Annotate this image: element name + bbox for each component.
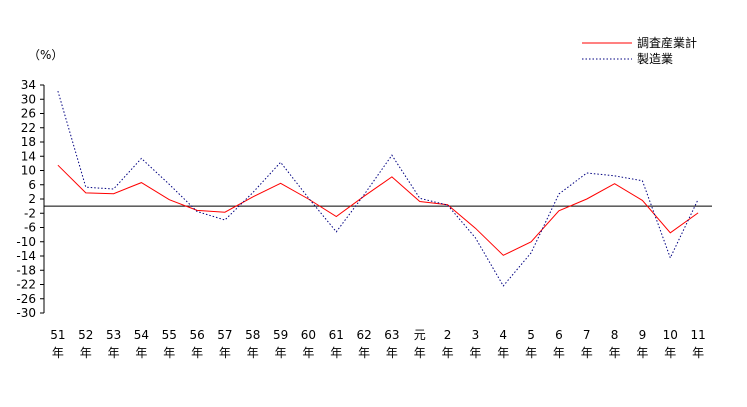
x-tick-label: 52 [78, 328, 93, 342]
y-tick-label: -22 [16, 278, 36, 292]
x-tick-label: 54 [134, 328, 149, 342]
x-tick-label: 51 [50, 328, 65, 342]
x-tick-label-year: 年 [386, 346, 398, 360]
x-tick-label: 58 [245, 328, 260, 342]
legend-label: 製造業 [637, 52, 673, 66]
x-tick-label: 53 [106, 328, 121, 342]
x-tick-label: 11 [690, 328, 705, 342]
x-tick-label-year: 年 [80, 346, 92, 360]
y-tick-label: 30 [21, 92, 36, 106]
y-tick-label: 26 [21, 107, 36, 121]
x-tick-label: 3 [472, 328, 480, 342]
x-tick-label: 9 [639, 328, 647, 342]
y-tick-label: -26 [16, 292, 36, 306]
x-tick-label-year: 年 [163, 346, 175, 360]
x-tick-label-year: 年 [358, 346, 370, 360]
x-tick-label-year: 年 [664, 346, 676, 360]
series-layer [57, 90, 699, 287]
x-tick-label: 61 [329, 328, 344, 342]
x-tick-label: 10 [663, 328, 678, 342]
y-tick-label: 22 [21, 121, 36, 135]
x-tick-label-year: 年 [553, 346, 565, 360]
x-tick-label-year: 年 [191, 346, 203, 360]
x-tick-label-year: 年 [414, 346, 426, 360]
y-tick-label: -30 [16, 306, 36, 320]
x-tick-label-year: 年 [497, 346, 509, 360]
y-tick-label: 10 [21, 164, 36, 178]
x-tick-label: 57 [217, 328, 232, 342]
x-tick-label: 7 [583, 328, 591, 342]
y-tick-label: -2 [24, 206, 36, 220]
x-tick-label-year: 年 [247, 346, 259, 360]
y-tick-label: 18 [21, 135, 36, 149]
x-tick-label: 60 [301, 328, 316, 342]
x-tick-label-year: 年 [330, 346, 342, 360]
x-tick-label-year: 年 [442, 346, 454, 360]
x-tick-label-year: 年 [219, 346, 231, 360]
series-line-manufacturing [57, 90, 699, 287]
x-tick-label: 2 [444, 328, 452, 342]
x-tick-label-year: 年 [275, 346, 287, 360]
x-tick-label-year: 年 [692, 346, 704, 360]
x-axis: 51年52年53年54年55年56年57年58年59年60年61年62年63年元… [50, 328, 705, 360]
x-tick-label: 4 [499, 328, 507, 342]
y-tick-label: 2 [28, 192, 36, 206]
x-tick-label: 55 [162, 328, 177, 342]
y-tick-label: -18 [16, 263, 36, 277]
series-line-all-industries [57, 164, 699, 256]
y-tick-label: 6 [28, 178, 36, 192]
x-tick-label: 59 [273, 328, 288, 342]
x-tick-label: 63 [384, 328, 399, 342]
x-tick-label-year: 年 [581, 346, 593, 360]
x-tick-label-year: 年 [302, 346, 314, 360]
x-tick-label-year: 年 [609, 346, 621, 360]
y-tick-label: -14 [16, 249, 36, 263]
x-tick-label-year: 年 [108, 346, 120, 360]
x-tick-label-year: 年 [636, 346, 648, 360]
x-tick-label: 62 [356, 328, 371, 342]
y-axis-unit-label: （%） [28, 48, 63, 62]
x-tick-label: 8 [611, 328, 619, 342]
x-tick-label: 元 [414, 328, 426, 342]
x-tick-label: 6 [555, 328, 563, 342]
y-tick-label: 14 [21, 149, 36, 163]
x-tick-label-year: 年 [525, 346, 537, 360]
y-tick-label: -6 [24, 221, 36, 235]
y-tick-label: 34 [21, 78, 36, 92]
x-tick-label-year: 年 [469, 346, 481, 360]
y-tick-label: -10 [16, 235, 36, 249]
x-tick-label-year: 年 [52, 346, 64, 360]
legend-label: 調査産業計 [637, 35, 697, 50]
x-tick-label-year: 年 [135, 346, 147, 360]
x-tick-label: 5 [527, 328, 535, 342]
x-tick-label: 56 [189, 328, 204, 342]
